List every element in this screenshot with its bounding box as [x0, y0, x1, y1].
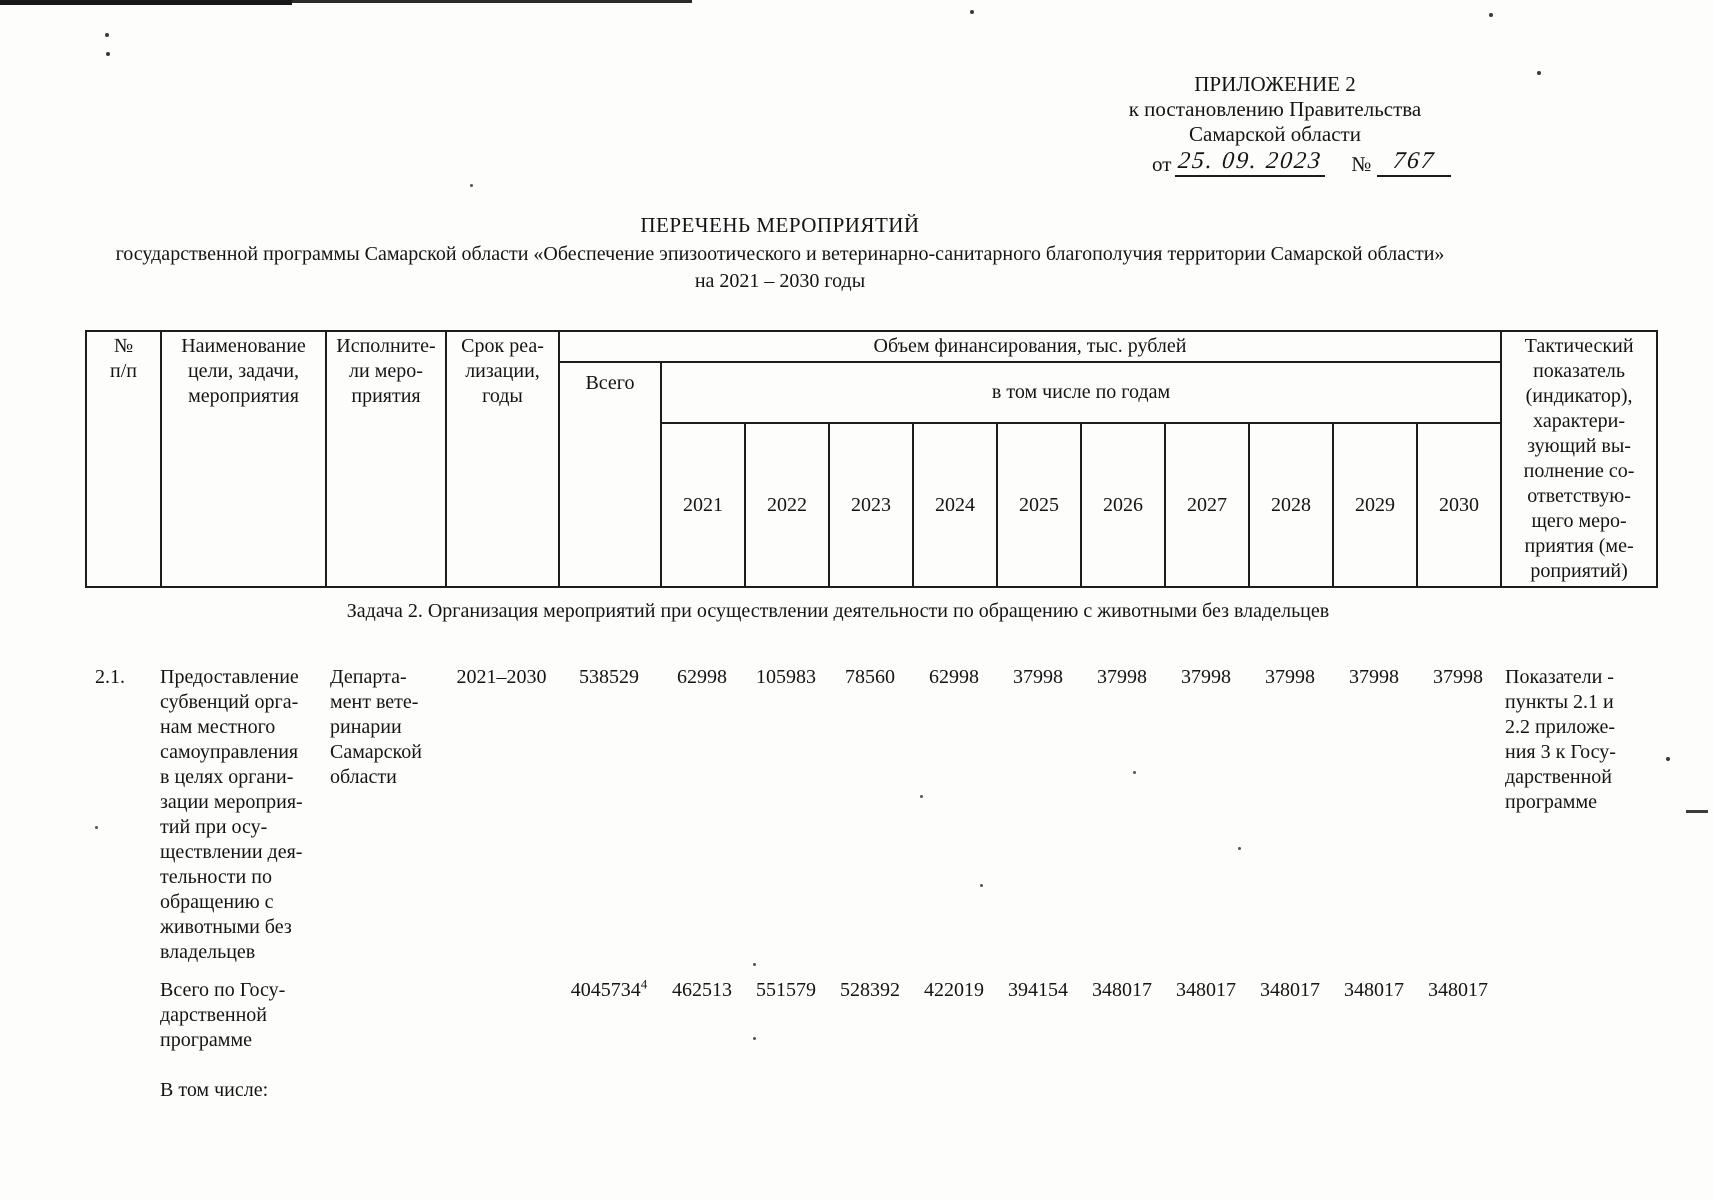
row-2-1-value-2030: 37998 — [1433, 666, 1483, 688]
scan-speck — [1537, 71, 1541, 75]
column-header-year-2024: 2024 — [912, 422, 998, 588]
row-2-1-number: 2.1. — [95, 666, 125, 688]
row-2-1-value-2022: 105983 — [756, 666, 816, 688]
program-total-2027: 348017 — [1176, 979, 1236, 1001]
row-2-1-value-2028: 37998 — [1265, 666, 1315, 688]
row-2-1-value-2029: 37998 — [1349, 666, 1399, 688]
scan-speck — [920, 795, 923, 798]
decree-date-line: от 25. 09. 2023 № 767 — [1152, 148, 1452, 177]
scan-speck — [1666, 757, 1670, 761]
row-2-1-value-2024: 62998 — [929, 666, 979, 688]
program-total-2022: 551579 — [756, 979, 816, 1001]
column-header-year-2030: 2030 — [1415, 422, 1503, 588]
row-2-1-period: 2021–2030 — [456, 666, 547, 688]
column-header-year-2028: 2028 — [1248, 422, 1334, 588]
column-header-period: Срок реа- лизации, годы — [445, 330, 560, 588]
scan-edge-line — [0, 0, 292, 5]
measures-table-header: № п/п Наименование цели, задачи, меропри… — [85, 330, 1659, 588]
scan-edge-line — [292, 0, 692, 3]
scan-speck — [106, 52, 110, 56]
program-total-label: Всего по Госу- дарственной программе — [160, 979, 286, 1051]
column-header-financing-group: Объем финансирования, тыс. рублей — [557, 330, 1503, 363]
row-2-1-value-2025: 37998 — [1013, 666, 1063, 688]
handwritten-date: 25. 09. 2023 — [1177, 148, 1324, 174]
handwritten-number-underline: 767 — [1377, 148, 1452, 177]
scan-speck — [970, 10, 974, 14]
program-total-2029: 348017 — [1344, 979, 1404, 1001]
row-2-1-indicator: Показатели - пункты 2.1 и 2.2 приложе- н… — [1505, 666, 1616, 813]
column-header-year-2021: 2021 — [660, 422, 746, 588]
document-title-block: ПЕРЕЧЕНЬ МЕРОПРИЯТИЙ государственной про… — [0, 212, 1560, 294]
column-header-year-2029: 2029 — [1332, 422, 1418, 588]
document-title: ПЕРЕЧЕНЬ МЕРОПРИЯТИЙ — [640, 213, 920, 237]
program-total-2025: 394154 — [1008, 979, 1068, 1001]
scan-speck — [980, 884, 983, 887]
document-subtitle: государственной программы Самарской обла… — [115, 243, 1445, 265]
scan-speck — [470, 184, 473, 187]
column-header-year-2027: 2027 — [1164, 422, 1250, 588]
appendix-header: ПРИЛОЖЕНИЕ 2 к постановлению Правительст… — [1125, 72, 1425, 147]
scan-speck — [1238, 847, 1241, 850]
section-task2-title: Задача 2. Организация мероприятий при ос… — [346, 600, 1330, 622]
program-total-number: 4045734 — [570, 979, 641, 1001]
program-total-2021: 462513 — [672, 979, 732, 1001]
handwritten-number: 767 — [1392, 148, 1437, 174]
row-2-1-value-2021: 62998 — [677, 666, 727, 688]
row-2-1-executor: Департа- мент вете- ринарии Самарской об… — [330, 666, 422, 788]
column-header-year-2026: 2026 — [1080, 422, 1166, 588]
appendix-to-line2: Самарской области — [1189, 122, 1361, 146]
appendix-number: ПРИЛОЖЕНИЕ 2 — [1194, 72, 1356, 96]
column-header-year-2022: 2022 — [744, 422, 830, 588]
column-header-by-years: в том числе по годам — [659, 361, 1503, 424]
scan-speck — [753, 1037, 756, 1040]
scan-dash — [1686, 810, 1708, 813]
column-header-year-2025: 2025 — [996, 422, 1082, 588]
column-header-no: № п/п — [85, 330, 162, 588]
scan-speck — [1133, 771, 1136, 774]
row-2-1-value-2023: 78560 — [845, 666, 895, 688]
date-prefix-label: от — [1152, 152, 1172, 176]
row-2-1-name: Предоставление субвенций орга- нам местн… — [160, 666, 303, 963]
scan-speck — [95, 826, 98, 829]
row-2-1-value-2026: 37998 — [1097, 666, 1147, 688]
program-total-2030: 348017 — [1428, 979, 1488, 1001]
program-total-2024: 422019 — [924, 979, 984, 1001]
program-total-2023: 528392 — [840, 979, 900, 1001]
including-label: В том числе: — [160, 1079, 269, 1101]
column-header-year-2023: 2023 — [828, 422, 914, 588]
program-total-value: 40457344 — [558, 976, 660, 1003]
program-total-2028: 348017 — [1260, 979, 1320, 1001]
column-header-indicator: Тактический показатель (индикатор), хара… — [1500, 330, 1659, 588]
column-header-total: Всего — [558, 361, 662, 588]
program-total-2026: 348017 — [1092, 979, 1152, 1001]
scan-speck — [1489, 13, 1493, 17]
column-header-name: Наименование цели, задачи, мероприятия — [160, 330, 327, 588]
row-2-1-total: 538529 — [579, 666, 639, 688]
document-period: на 2021 – 2030 годы — [694, 270, 866, 292]
column-header-executors: Исполните- ли меро- приятия — [325, 330, 447, 588]
number-sign-label: № — [1351, 152, 1372, 176]
scan-speck — [105, 33, 109, 37]
appendix-to-line1: к постановлению Правительства — [1128, 97, 1422, 121]
program-total-footnote: 4 — [640, 976, 648, 992]
row-2-1-value-2027: 37998 — [1181, 666, 1231, 688]
handwritten-date-underline: 25. 09. 2023 — [1175, 148, 1326, 177]
scan-speck — [753, 963, 756, 966]
